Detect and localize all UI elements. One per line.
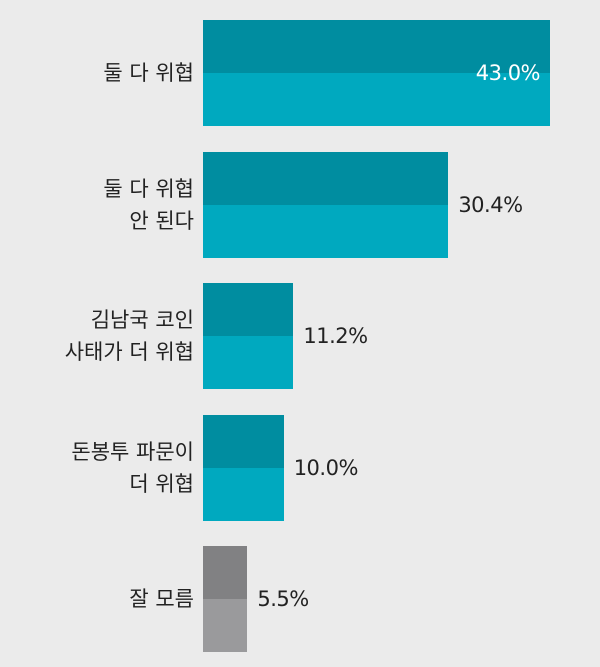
category-label: 둘 다 위협 안 된다 xyxy=(103,176,194,233)
value-label: 43.0% xyxy=(475,61,541,85)
bar xyxy=(203,283,294,389)
bar-shade xyxy=(203,546,248,599)
category-label: 김남국 코인 사태가 더 위협 xyxy=(64,308,194,364)
bar xyxy=(203,546,248,652)
bar xyxy=(203,414,284,521)
category-label: 잘 모름 xyxy=(129,587,194,611)
bar-shade xyxy=(203,151,449,205)
bar xyxy=(203,151,449,258)
bar xyxy=(203,20,550,126)
value-label: 10.0% xyxy=(293,455,359,480)
bar-shade xyxy=(203,283,294,336)
category-label: 돈봉투 파문이 더 위협 xyxy=(71,439,194,496)
bar-shade xyxy=(203,414,284,468)
bar-shade xyxy=(203,20,550,73)
value-label: 5.5% xyxy=(257,587,309,611)
category-label: 둘 다 위협 xyxy=(103,61,194,85)
value-label: 11.2% xyxy=(303,324,368,348)
value-label: 30.4% xyxy=(458,192,523,217)
